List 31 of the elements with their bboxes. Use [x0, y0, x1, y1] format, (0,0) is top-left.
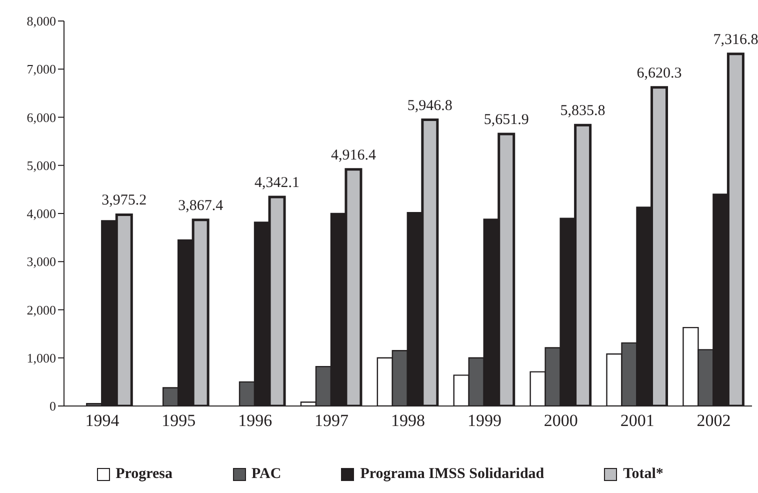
y-tick-label: 8,000 [26, 14, 56, 29]
x-tick-label: 2001 [620, 411, 654, 430]
y-tick-label: 3,000 [26, 254, 56, 270]
x-tick-label: 1994 [85, 411, 120, 430]
data-label: 5,651.9 [484, 112, 529, 128]
x-tick-label: 1998 [391, 411, 425, 430]
x-tick-label: 1997 [314, 411, 350, 430]
x-tick-label: 1996 [238, 411, 272, 430]
legend-label: Progresa [114, 466, 172, 483]
data-label: 4,342.1 [254, 175, 300, 192]
y-tick-label: 7,000 [26, 62, 56, 77]
data-label: 7,316.8 [713, 32, 758, 48]
legend-label: Total* [622, 466, 664, 483]
x-tick-label: 2002 [696, 411, 731, 430]
y-tick-label: 6,000 [26, 110, 56, 125]
data-label: 6,620.3 [636, 65, 682, 82]
y-tick-label: 5,000 [26, 158, 56, 173]
y-tick-label: 4,000 [26, 206, 56, 222]
data-label: 5,835.8 [560, 103, 606, 120]
legend-label: PAC [250, 466, 282, 483]
x-tick-label: 2000 [544, 411, 578, 430]
data-label: 5,946.8 [407, 98, 452, 114]
data-label: 3,975.2 [102, 192, 147, 209]
data-label: 4,916.4 [330, 147, 376, 164]
x-tick-label: 1999 [467, 411, 502, 430]
y-tick-label: 0 [50, 398, 56, 414]
y-tick-label: 1,000 [26, 350, 56, 366]
x-tick-label: 1995 [162, 411, 196, 430]
data-label: 3,867.4 [178, 198, 224, 214]
legend-label: Programa IMSS Solidaridad [359, 466, 544, 483]
y-tick-label: 2,000 [26, 302, 56, 318]
